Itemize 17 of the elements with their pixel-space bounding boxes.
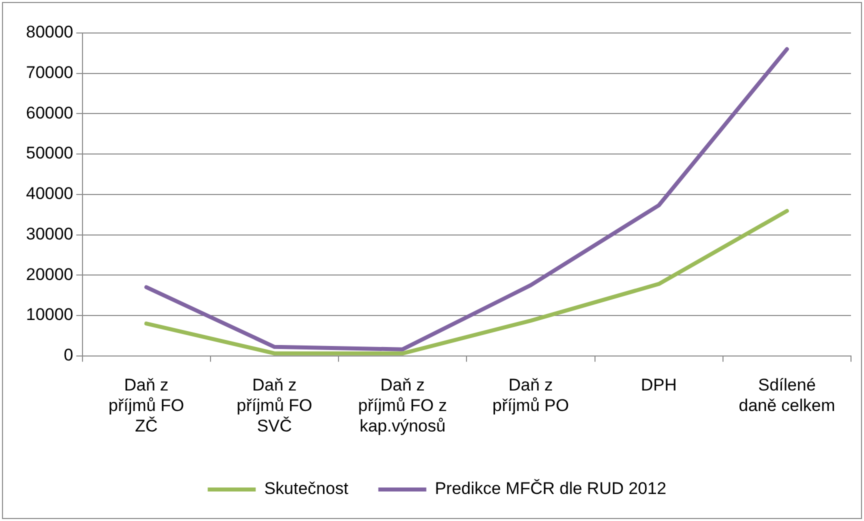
x-tick-label: DPH xyxy=(640,376,677,395)
x-tick-label: Sdílené daně celkem xyxy=(738,376,836,416)
x-tick-label: Daň z příjmů FO z kap.výnosů xyxy=(358,376,447,436)
y-tick-label: 20000 xyxy=(26,264,74,284)
x-tick-label: Daň z příjmů FO SVČ xyxy=(236,376,312,436)
legend-label: Skutečnost xyxy=(264,479,349,498)
y-tick-label: 40000 xyxy=(26,184,74,204)
y-tick-label: 0 xyxy=(64,345,74,364)
y-tick-label: 70000 xyxy=(26,63,74,82)
y-tick-label: 60000 xyxy=(26,103,74,122)
y-tick-label: 30000 xyxy=(26,224,74,244)
x-tick-label: Daň z příjmů FO ZČ xyxy=(108,376,184,436)
legend-label: Predikce MFČR dle RUD 2012 xyxy=(434,479,666,498)
y-tick-label: 50000 xyxy=(26,144,74,163)
y-tick-label: 80000 xyxy=(26,22,74,42)
y-tick-label: 10000 xyxy=(26,305,74,324)
x-tick-label: Daň z příjmů PO xyxy=(492,376,569,416)
